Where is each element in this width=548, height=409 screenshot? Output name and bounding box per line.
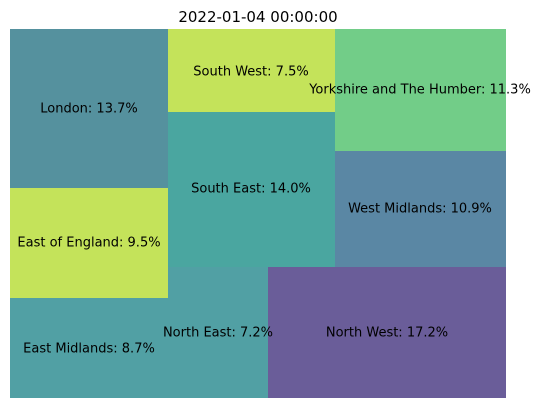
- tile-label-west-midlands: West Midlands: 10.9%: [348, 202, 492, 217]
- tile-label-south-west: South West: 7.5%: [193, 65, 308, 80]
- tile-label-london: London: 13.7%: [40, 102, 137, 117]
- tile-label-north-east: North East: 7.2%: [163, 326, 273, 341]
- tile-label-north-west: North West: 17.2%: [326, 326, 448, 341]
- tile-label-yorkshire-and-the-humber: Yorkshire and The Humber: 11.3%: [308, 83, 531, 98]
- tile-label-east-of-england: East of England: 9.5%: [17, 236, 160, 251]
- tile-label-east-midlands: East Midlands: 8.7%: [23, 342, 155, 357]
- chart-title: 2022-01-04 00:00:00: [178, 8, 337, 26]
- tile-label-south-east: South East: 14.0%: [191, 182, 311, 197]
